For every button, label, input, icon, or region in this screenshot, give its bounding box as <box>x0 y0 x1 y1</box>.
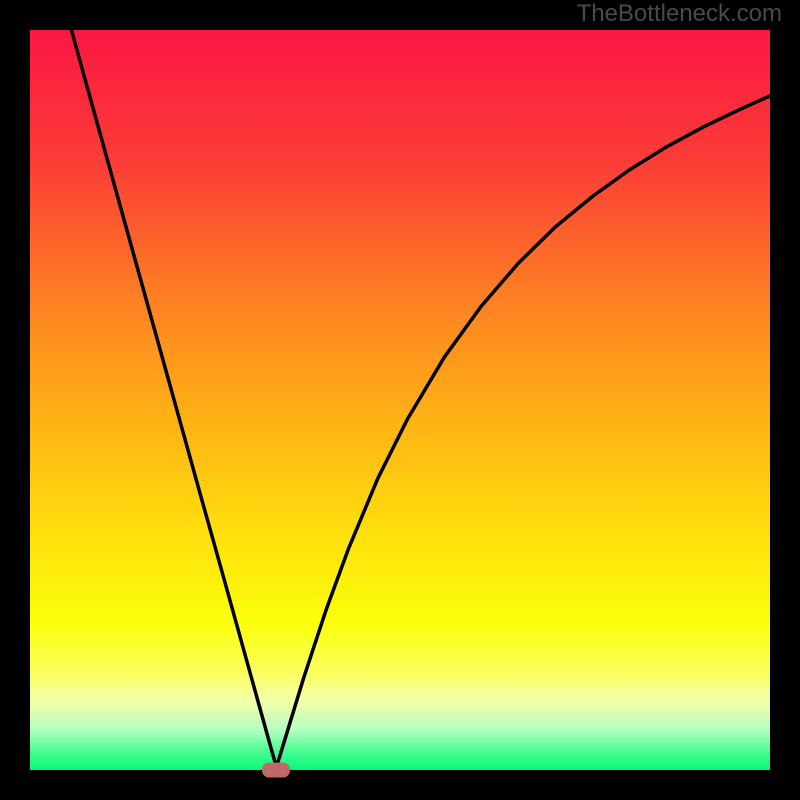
curve-left-branch <box>71 30 276 767</box>
curve-right-branch <box>276 96 770 767</box>
plot-area <box>30 30 770 770</box>
source-watermark: TheBottleneck.com <box>577 0 782 28</box>
minimum-marker-pill <box>262 763 290 778</box>
curve-layer <box>30 30 770 770</box>
chart-stage: TheBottleneck.com <box>0 0 800 800</box>
minimum-marker <box>262 763 290 778</box>
